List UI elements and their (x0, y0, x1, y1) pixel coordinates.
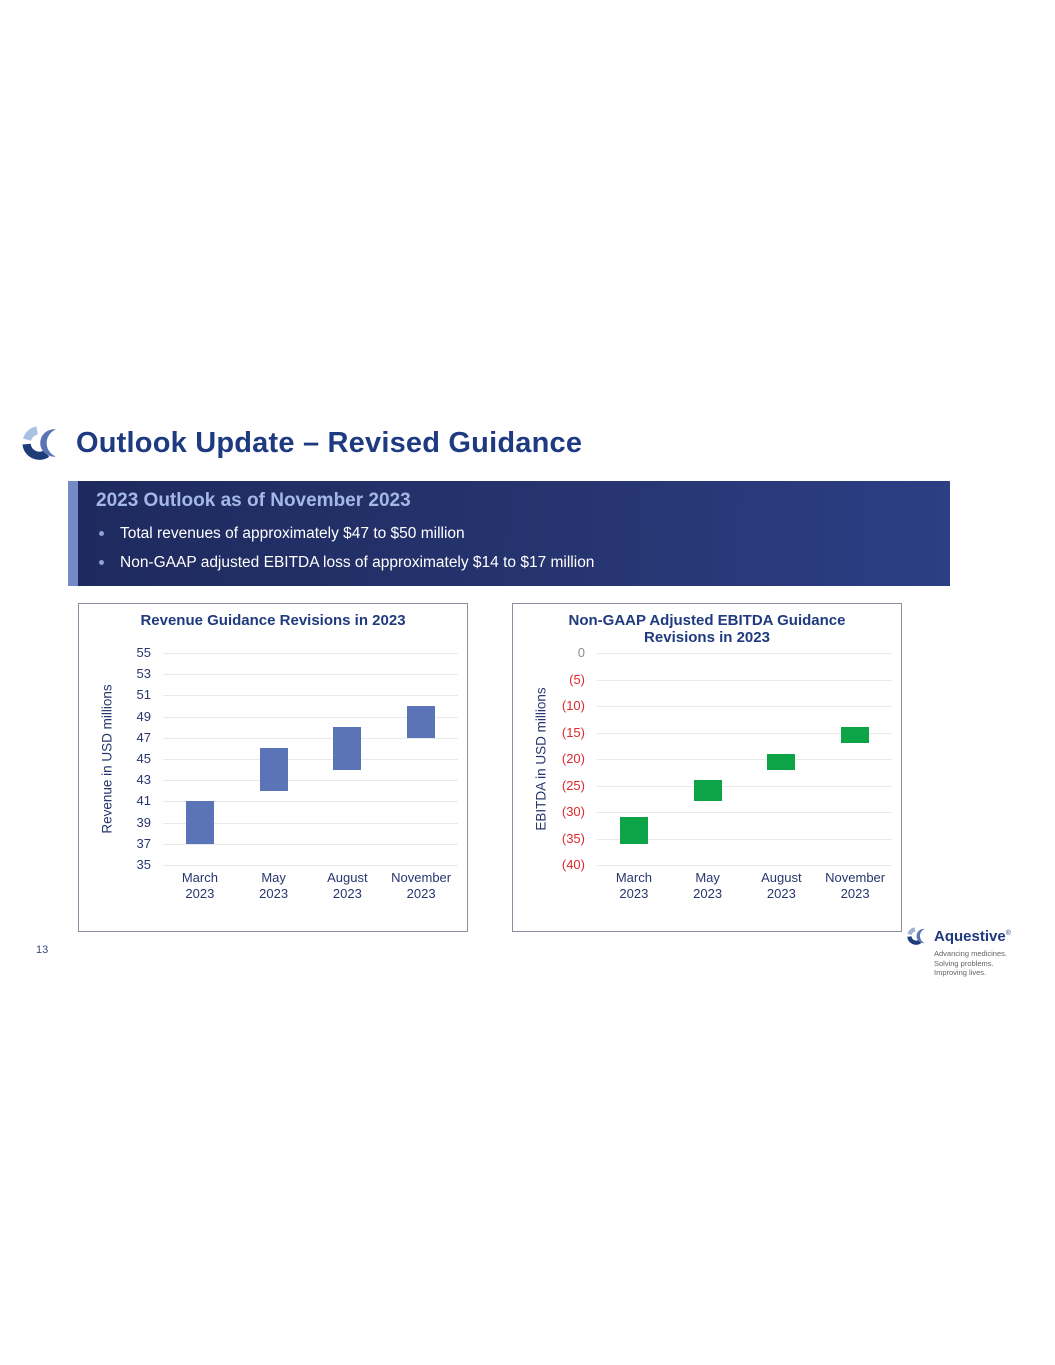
plot-area (163, 653, 458, 866)
revenue-guidance-bar-november-2023 (407, 706, 436, 738)
aquestive-logo-icon (22, 426, 56, 460)
gridline (597, 706, 892, 707)
y-tick-label: 55 (136, 645, 151, 660)
x-tick-label: May 2023 (259, 870, 289, 901)
bullet-text: Total revenues of approximately $47 to $… (120, 525, 465, 542)
y-tick-label: (10) (561, 698, 585, 713)
x-tick-label: August 2023 (327, 870, 368, 901)
slide-header: Outlook Update – Revised Guidance (20, 422, 582, 464)
banner-heading: 2023 Outlook as of November 2023 (96, 490, 411, 511)
y-tick-label: 53 (136, 666, 151, 682)
gridline (163, 822, 458, 824)
gridline (163, 716, 458, 718)
gridline (163, 801, 458, 803)
x-tick-label: November 2023 (825, 870, 886, 901)
y-tick-label: (35) (561, 830, 585, 846)
bullet-text: Non-GAAP adjusted EBITDA loss of approxi… (120, 554, 595, 571)
x-tick-label: August 2023 (761, 870, 802, 901)
ebitda-guidance-bar-november-2023 (841, 727, 870, 744)
revenue-guidance-bar-august-2023 (333, 727, 362, 770)
gridline (597, 785, 892, 787)
y-tick-label: 39 (136, 814, 151, 830)
revenue-guidance-chart: Revenue Guidance Revisions in 2023 Reven… (78, 603, 468, 932)
outlook-banner: 2023 Outlook as of November 2023 Total r… (68, 481, 950, 586)
ebitda-guidance-chart: Non-GAAP Adjusted EBITDA Guidance Revisi… (512, 603, 902, 932)
aquestive-logo-icon (907, 927, 925, 945)
x-axis-labels: March 2023 May 2023 August 2023 November 20… (597, 870, 892, 910)
ebitda-guidance-bar-march-2023 (619, 817, 648, 844)
registered-mark: ® (1005, 929, 1011, 937)
gridline (163, 865, 458, 866)
gridline (597, 865, 892, 866)
y-tick-label: 47 (136, 729, 151, 745)
y-tick-label: (30) (561, 804, 585, 819)
y-tick-label: 35 (136, 857, 151, 872)
gridline (163, 843, 458, 845)
gridline (597, 732, 892, 734)
y-tick-label: 45 (136, 751, 151, 766)
gridline (597, 812, 892, 813)
y-tick-label: 43 (136, 772, 151, 788)
y-tick-label: (15) (561, 724, 585, 740)
chart-title: Revenue Guidance Revisions in 2023 (140, 612, 406, 629)
x-tick-label: March 2023 (615, 870, 652, 901)
page-title: Outlook Update – Revised Guidance (76, 426, 583, 459)
y-tick-label: 51 (136, 687, 151, 703)
gridline (163, 695, 458, 697)
y-tick-label: 41 (136, 793, 151, 809)
footer-logo: Aquestive® Advancing medicines. Solving … (906, 925, 1026, 978)
y-tick-label: 0 (577, 645, 585, 660)
bullet-icon (99, 531, 104, 536)
ebitda-guidance-bar-may-2023 (693, 780, 722, 802)
y-axis-ticks: 0 (5) (10) (15) (20) (25) (30) (35) (40) (513, 645, 585, 872)
list-item: Total revenues of approximately $47 to $… (99, 524, 465, 543)
bullet-icon (99, 560, 104, 565)
x-tick-label: May 2023 (693, 870, 723, 901)
y-tick-label: (5) (569, 671, 585, 687)
gridline (597, 653, 892, 654)
y-tick-label: 49 (136, 708, 151, 724)
gridline (163, 737, 458, 739)
gridline (163, 674, 458, 676)
plot-area (597, 653, 892, 866)
x-axis-labels: March 2023 May 2023 August 2023 November 20… (163, 870, 458, 910)
gridline (163, 653, 458, 654)
banner-accent-strip (68, 481, 78, 586)
gridline (163, 780, 458, 782)
x-tick-label: November 2023 (391, 870, 452, 901)
brand-name: Aquestive (934, 927, 1006, 945)
y-tick-label: (25) (561, 777, 585, 793)
y-tick-label: (40) (561, 857, 585, 872)
brand-tagline: Advancing medicines. Solving problems. I… (934, 949, 1007, 977)
gridline (163, 759, 458, 760)
chart-title: Non-GAAP Adjusted EBITDA Guidance Revisi… (568, 612, 846, 646)
gridline (597, 679, 892, 681)
gridline (597, 838, 892, 840)
list-item: Non-GAAP adjusted EBITDA loss of approxi… (99, 553, 594, 572)
page-number: 13 (36, 944, 49, 956)
x-tick-label: March 2023 (181, 870, 218, 901)
revenue-guidance-bar-may-2023 (259, 748, 288, 791)
revenue-guidance-bar-march-2023 (185, 801, 214, 844)
y-tick-label: 37 (136, 835, 151, 851)
y-tick-label: (20) (561, 751, 585, 766)
ebitda-guidance-bar-august-2023 (767, 753, 796, 770)
y-axis-ticks: 55 53 51 49 47 45 43 41 39 37 35 (79, 645, 151, 872)
gridline (597, 759, 892, 760)
brand-wordmark: Aquestive® (934, 928, 1011, 945)
